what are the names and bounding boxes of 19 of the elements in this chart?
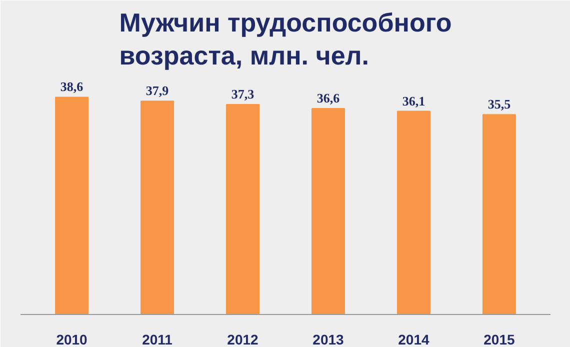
bar — [312, 108, 345, 314]
bar — [226, 104, 260, 314]
x-tick-label: 2015 — [484, 332, 515, 347]
bar — [482, 114, 516, 314]
data-label: 35,5 — [488, 96, 512, 112]
x-tick-label: 2010 — [56, 332, 88, 347]
data-label: 38,6 — [60, 79, 84, 94]
data-label: 36,6 — [316, 90, 340, 106]
chart-title: Мужчин трудоспособного возраста, млн. чел. — [119, 8, 452, 70]
bar — [55, 96, 89, 314]
bar — [396, 110, 430, 314]
x-tick-label: 2011 — [142, 332, 173, 347]
data-label: 37,9 — [146, 83, 170, 98]
x-tick-label: 2012 — [227, 332, 259, 347]
data-label: 37,3 — [231, 86, 255, 102]
bar — [140, 100, 174, 314]
x-tick-label: 2013 — [312, 332, 344, 347]
data-label: 36,1 — [402, 93, 426, 108]
x-tick-label: 2014 — [398, 332, 430, 347]
